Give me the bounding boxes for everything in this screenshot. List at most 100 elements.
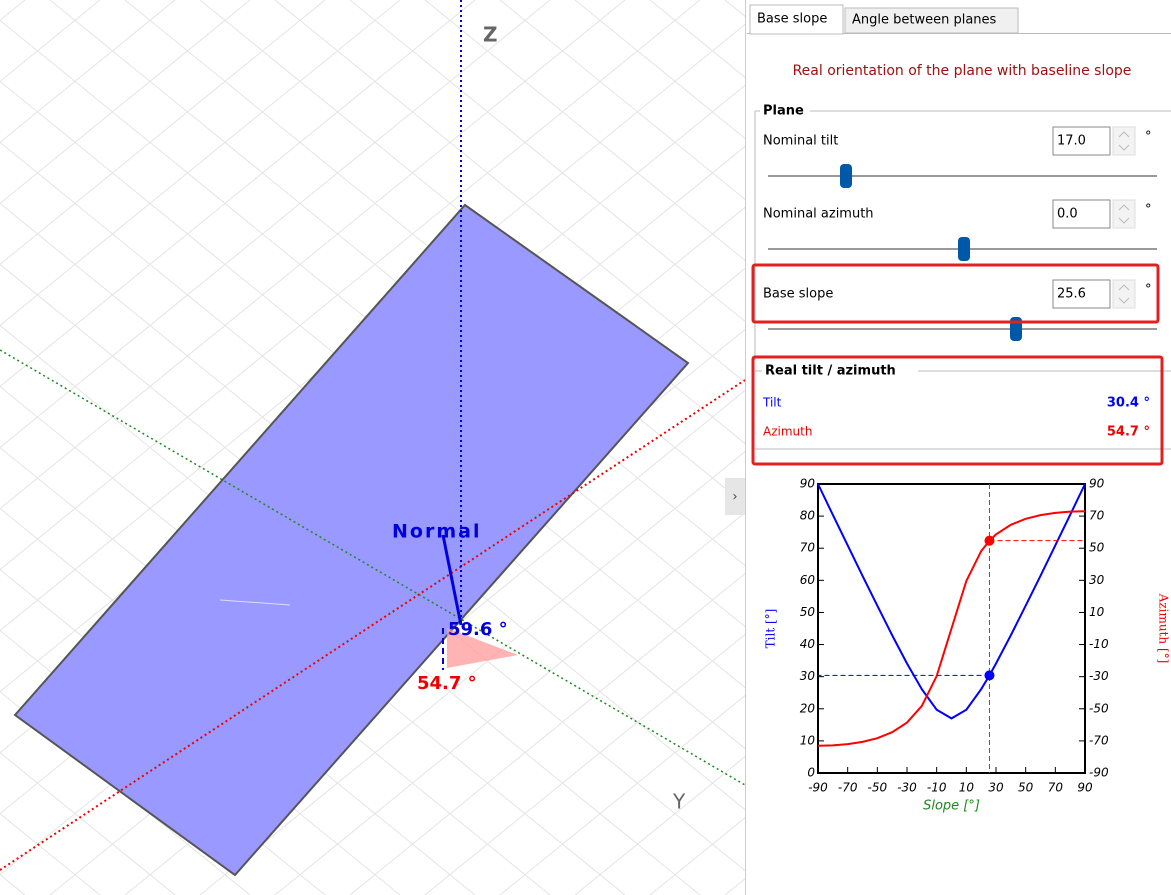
- x-tick-label: -90: [808, 781, 828, 795]
- y-tick-label: 50: [800, 605, 816, 619]
- z-label: Z: [483, 23, 498, 47]
- y2-tick-label: -90: [1089, 766, 1109, 780]
- slider-thumb[interactable]: [958, 237, 970, 261]
- row-value: 30.4 °: [1107, 396, 1150, 411]
- point-marker: [984, 670, 995, 681]
- spin-buttons[interactable]: [1112, 279, 1136, 309]
- x-tick-label: 10: [959, 781, 975, 795]
- y-tick-label: 70: [800, 541, 816, 555]
- x-tick-label: 30: [988, 781, 1004, 795]
- grid-3d-line: [0, 0, 476, 388]
- plane: [13, 203, 690, 877]
- y2-tick-label: 50: [1089, 541, 1105, 555]
- panel-subtitle: Real orientation of the plane with basel…: [793, 63, 1132, 79]
- tab-label: Base slope: [757, 12, 827, 27]
- x-tick-label: -10: [927, 781, 947, 795]
- x-tick-label: 70: [1048, 781, 1064, 795]
- group-title-bg: [762, 363, 918, 379]
- y2-tick-label: 70: [1089, 509, 1105, 523]
- x-tick-label: -30: [897, 781, 917, 795]
- y-tick-label: 90: [800, 477, 816, 491]
- field-value: 0.0: [1057, 207, 1078, 222]
- x-tick-label: -50: [868, 781, 888, 795]
- slider-thumb[interactable]: [840, 164, 852, 188]
- highlight: [751, 355, 1164, 466]
- normal-vector: [441, 534, 463, 626]
- field-label: Base slope: [763, 287, 833, 302]
- field-value: 25.6: [1057, 287, 1086, 302]
- row-label: Tilt: [762, 396, 782, 410]
- field-unit: °: [1145, 203, 1152, 218]
- y-tick-label: 60: [800, 573, 816, 587]
- y-tick-label: 40: [800, 637, 816, 651]
- spin-arrow: [1118, 284, 1130, 304]
- x-axis-title: Slope [°]: [923, 799, 980, 814]
- y-axis-3d: [0, 349, 746, 786]
- azimuth-angle-label: 54.7 °: [417, 673, 477, 694]
- tab-label: Angle between planes: [852, 13, 997, 28]
- tab[interactable]: [749, 4, 844, 35]
- field-value: 17.0: [1057, 134, 1086, 149]
- field-unit: °: [1145, 283, 1152, 298]
- normal-label: Normal: [392, 521, 481, 543]
- spin-arrow: [1118, 131, 1130, 151]
- spin-arrow: [1118, 204, 1130, 224]
- highlight: [751, 263, 1160, 324]
- fields: Nominal tilt 17.0 ° Nominal azimuth 0.0 ° Base…: [763, 126, 1157, 341]
- collapse-button[interactable]: [725, 478, 745, 515]
- y-tick-label: 80: [800, 509, 816, 523]
- field-label: Nominal tilt: [763, 134, 838, 149]
- grid-3d-line: [0, 0, 401, 327]
- spin-buttons[interactable]: [1112, 126, 1136, 156]
- spin-input[interactable]: [1052, 199, 1111, 229]
- field-label: Nominal azimuth: [763, 207, 874, 222]
- grid-3d-line: [0, 0, 626, 510]
- y2-tick-label: 30: [1089, 573, 1105, 587]
- y2-axis-title: Azimuth [°]: [1157, 593, 1171, 664]
- y2-tick-label: -70: [1089, 733, 1109, 747]
- y2-tick-label: -30: [1089, 669, 1109, 683]
- tilt-angle-label: 59.6 °: [448, 619, 508, 640]
- x-tick-label: -70: [838, 781, 858, 795]
- row-label: Azimuth: [763, 425, 812, 439]
- y2-tick-label: 10: [1089, 605, 1105, 619]
- group-title: Plane: [763, 104, 804, 119]
- y2-tick-label: -10: [1089, 637, 1109, 651]
- grid-3d-line: [0, 0, 701, 571]
- spin-input[interactable]: [1052, 279, 1111, 309]
- y-tick-label: 10: [800, 733, 816, 747]
- grid-3d-line: [0, 0, 551, 449]
- series-line: [817, 483, 1086, 720]
- y2-tick-label: -50: [1089, 701, 1109, 715]
- collapse-icon: ›: [732, 490, 737, 505]
- y2-tick-label: 90: [1089, 477, 1105, 491]
- chart: -90 -70 -50 -30 -10 10 30 50 70 90 0 10 20 30 40 50 60 70…: [764, 477, 1171, 814]
- point-marker: [984, 535, 995, 546]
- plane-grid: [219, 599, 291, 606]
- y-tick-label: 0: [807, 766, 815, 780]
- y-axis-title: Tilt [°]: [764, 609, 778, 649]
- spin-input[interactable]: [1052, 126, 1111, 156]
- x-axis-3d: [0, 379, 746, 871]
- y-label: Y: [672, 790, 686, 814]
- group-title: Real tilt / azimuth: [765, 364, 896, 379]
- spin-buttons[interactable]: [1112, 199, 1136, 229]
- tab[interactable]: [844, 7, 1019, 34]
- series-line: [817, 510, 1086, 747]
- field-unit: °: [1145, 130, 1152, 145]
- x-tick-label: 50: [1018, 781, 1034, 795]
- group-title-bg: [760, 103, 810, 119]
- azimuth-wedge: [447, 628, 518, 668]
- y-tick-label: 30: [800, 669, 816, 683]
- grid-3d-line: [0, 874, 26, 895]
- row-value: 54.7 °: [1107, 425, 1150, 440]
- grid-3d-line: [0, 0, 26, 21]
- grid-3d-line: [0, 0, 326, 266]
- y-tick-label: 20: [800, 701, 816, 715]
- grid-3d-line: [0, 446, 551, 895]
- x-tick-label: 90: [1077, 781, 1093, 795]
- grid-3d-line: [0, 0, 251, 205]
- grid-3d-line: [0, 0, 776, 632]
